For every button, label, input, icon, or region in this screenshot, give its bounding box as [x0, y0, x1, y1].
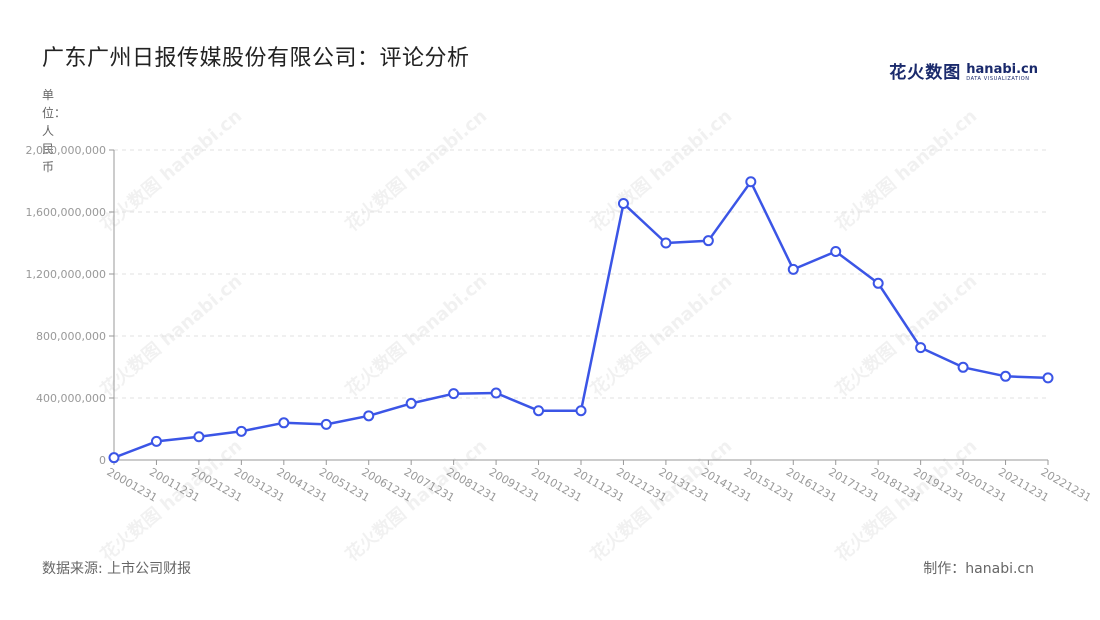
y-tick-label: 1,600,000,000 — [26, 206, 106, 219]
data-point[interactable] — [235, 425, 247, 437]
data-point[interactable] — [320, 418, 332, 430]
data-points — [108, 176, 1054, 464]
data-point[interactable] — [193, 431, 205, 443]
data-point[interactable] — [787, 263, 799, 275]
data-point[interactable] — [702, 235, 714, 247]
data-point[interactable] — [617, 197, 629, 209]
data-point[interactable] — [405, 397, 417, 409]
watermark: 花火数图 hanabi.cn — [341, 105, 491, 236]
data-point[interactable] — [1042, 372, 1054, 384]
logo-en-subtext: DATA VISUALIZATION — [966, 76, 1030, 82]
y-axis-ticks: 0 400,000,000 800,000,000 1,200,000,000 1,60… — [26, 144, 115, 467]
watermark: 花火数图 hanabi.cn — [586, 105, 736, 236]
gridlines — [114, 149, 1048, 399]
data-point[interactable] — [915, 342, 927, 354]
watermark: 花火数图 hanabi.cn — [831, 105, 981, 236]
data-point[interactable] — [957, 361, 969, 373]
watermark: 花火数图 hanabi.cn — [831, 270, 981, 401]
data-point[interactable] — [745, 176, 757, 188]
watermark: 花火数图 hanabi.cn — [586, 270, 736, 401]
data-point[interactable] — [830, 246, 842, 258]
y-tick-label: 1,200,000,000 — [26, 268, 106, 281]
data-point[interactable] — [490, 387, 502, 399]
data-point[interactable] — [660, 237, 672, 249]
data-source-note: 数据来源: 上市公司财报 — [42, 561, 192, 577]
data-point[interactable] — [533, 405, 545, 417]
watermark: 花火数图 hanabi.cn — [96, 270, 246, 401]
data-point[interactable] — [278, 417, 290, 429]
data-point[interactable] — [575, 405, 587, 417]
data-point[interactable] — [872, 277, 884, 289]
y-tick-label: 2,000,000,000 — [26, 144, 106, 157]
logo-en-text: hanabi.cn — [966, 62, 1038, 77]
hanabi-logo: 花火数图 hanabi.cn DATA VISUALIZATION — [889, 58, 1038, 83]
chart-title: 广东广州日报传媒股份有限公司：评论分析 — [42, 46, 470, 71]
data-point[interactable] — [1000, 370, 1012, 382]
watermark: 花火数图 hanabi.cn — [341, 270, 491, 401]
data-point[interactable] — [363, 410, 375, 422]
watermark: 花火数图 hanabi.cn — [96, 105, 246, 236]
logo-cn-text: 花火数图 — [889, 63, 962, 83]
data-point[interactable] — [448, 388, 460, 400]
logo-en-block: hanabi.cn DATA VISUALIZATION — [966, 63, 1038, 83]
y-tick-label: 0 — [99, 454, 106, 467]
y-tick-label: 400,000,000 — [36, 392, 106, 405]
data-point[interactable] — [108, 452, 120, 464]
y-tick-label: 800,000,000 — [36, 330, 106, 343]
credit-note: 制作：hanabi.cn — [923, 561, 1034, 577]
watermark: 花火数图 hanabi.cn — [96, 435, 246, 566]
data-point[interactable] — [150, 435, 162, 447]
